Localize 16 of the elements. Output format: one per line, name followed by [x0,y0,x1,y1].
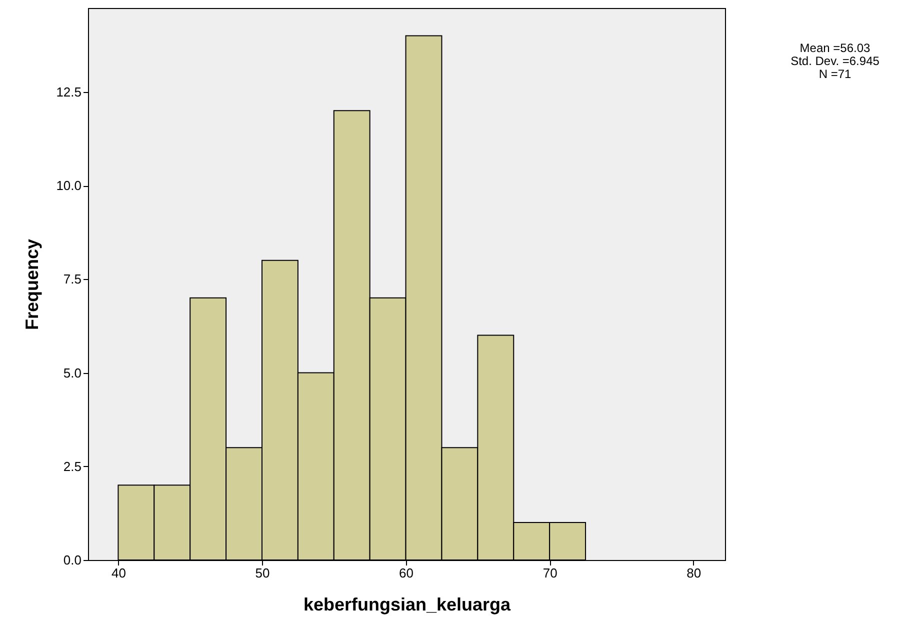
x-axis-title: keberfungsian_keluarga [303,594,512,614]
y-tick-label: 5.0 [63,365,82,380]
x-tick-label: 70 [542,566,558,580]
y-tick-label: 7.5 [63,272,82,287]
text: Mean =56.03 [798,41,872,55]
y-tick-label: 12.5 [56,84,82,100]
x-tick-label: 60 [399,566,414,580]
y-tick-label: 10.0 [56,178,82,194]
x-tick-label: 50 [255,566,270,580]
text: N =71 [818,67,852,81]
y-tick-label: 2.5 [63,458,82,474]
x-tick-label: 80 [686,566,702,580]
y-tick-label: 0.0 [63,552,82,568]
y-axis-title: Frequency [22,238,42,330]
x-tick-label: 40 [111,566,126,580]
text: Std. Dev. =6.945 [790,54,880,68]
